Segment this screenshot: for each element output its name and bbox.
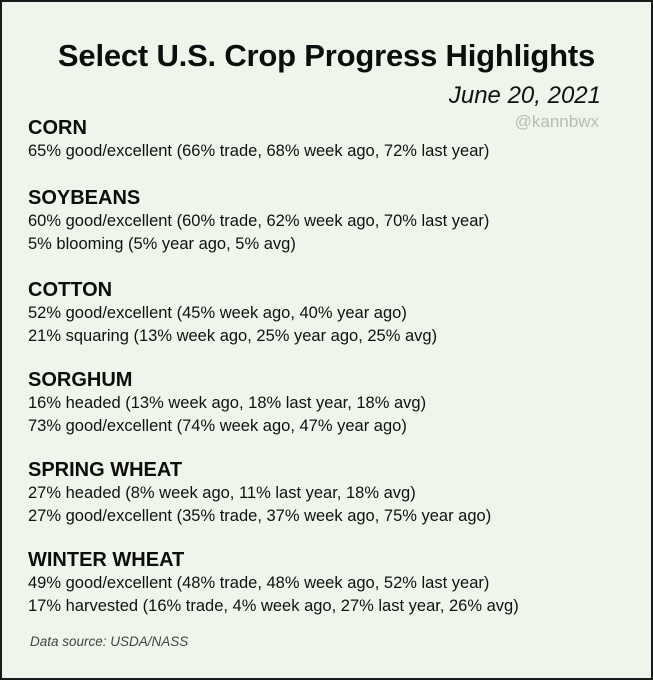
- section-line: 60% good/excellent (60% trade, 62% week …: [28, 212, 490, 230]
- section-line: 5% blooming (5% year ago, 5% avg): [28, 235, 296, 253]
- section-line: 27% headed (8% week ago, 11% last year, …: [28, 484, 416, 502]
- section-winter-wheat: WINTER WHEAT 49% good/excellent (48% tra…: [28, 548, 519, 618]
- section-heading: SORGHUM: [28, 369, 133, 391]
- section-spring-wheat: SPRING WHEAT 27% headed (8% week ago, 11…: [28, 458, 491, 528]
- section-line: 65% good/excellent (66% trade, 68% week …: [28, 142, 490, 160]
- section-sorghum: SORGHUM 16% headed (13% week ago, 18% la…: [28, 368, 426, 438]
- section-line: 27% good/excellent (35% trade, 37% week …: [28, 507, 492, 525]
- section-line: 16% headed (13% week ago, 18% last year,…: [28, 394, 427, 412]
- report-date: June 20, 2021: [448, 82, 601, 109]
- section-corn: CORN 65% good/excellent (66% trade, 68% …: [28, 116, 489, 163]
- data-source-note: Data source: USDA/NASS: [30, 634, 189, 649]
- section-heading: COTTON: [28, 279, 113, 301]
- section-line: 21% squaring (13% week ago, 25% year ago…: [28, 327, 438, 345]
- page-title: Select U.S. Crop Progress Highlights: [57, 38, 596, 73]
- author-handle: @kannbwx: [514, 112, 599, 131]
- section-line: 52% good/excellent (45% week ago, 40% ye…: [28, 304, 407, 322]
- section-line: 17% harvested (16% trade, 4% week ago, 2…: [28, 597, 519, 615]
- section-heading: SOYBEANS: [28, 187, 141, 209]
- section-heading: WINTER WHEAT: [28, 549, 185, 571]
- section-line: 49% good/excellent (48% trade, 48% week …: [28, 574, 490, 592]
- section-heading: CORN: [28, 117, 87, 139]
- section-heading: SPRING WHEAT: [28, 459, 183, 481]
- section-cotton: COTTON 52% good/excellent (45% week ago,…: [28, 278, 437, 348]
- section-soybeans: SOYBEANS 60% good/excellent (60% trade, …: [28, 186, 489, 256]
- section-line: 73% good/excellent (74% week ago, 47% ye…: [28, 417, 407, 435]
